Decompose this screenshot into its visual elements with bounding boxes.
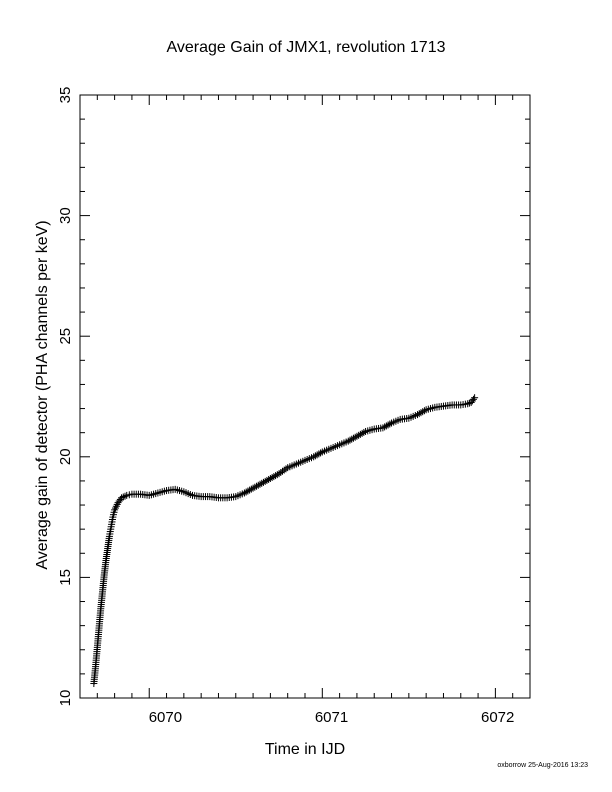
x-tick-label: 6072 <box>481 709 514 726</box>
data-point <box>360 428 368 436</box>
data-point <box>317 449 325 457</box>
y-tick-label: 25 <box>57 328 74 345</box>
y-tick-label: 30 <box>57 207 74 224</box>
x-tick-label: 6071 <box>315 709 348 726</box>
y-tick-label: 15 <box>57 569 74 586</box>
data-point <box>119 493 127 501</box>
plot-frame <box>79 94 531 699</box>
y-tick-labels: 10 15 20 25 30 35 <box>57 87 74 707</box>
data-point <box>420 407 428 415</box>
data-point <box>111 504 119 512</box>
y-tick-label: 10 <box>57 690 74 707</box>
chart-title: Average Gain of JMX1, revolution 1713 <box>167 39 446 56</box>
data-point <box>471 394 479 402</box>
data-point <box>464 400 472 408</box>
data-point <box>111 506 119 514</box>
x-tick-label: 6070 <box>149 709 182 726</box>
y-axis-label: Average gain of detector (PHA channels p… <box>34 220 51 569</box>
tick-marks <box>80 95 530 698</box>
credit-stamp: oxborrow 25-Aug-2016 13:23 <box>497 762 588 769</box>
x-axis-label: Time in IJD <box>265 741 345 758</box>
data-point <box>118 494 126 502</box>
y-tick-label: 35 <box>57 87 74 104</box>
data-point <box>386 420 394 428</box>
data-point <box>112 502 120 510</box>
data-point <box>469 395 477 403</box>
data-point <box>282 465 290 473</box>
y-tick-label: 20 <box>57 448 74 465</box>
x-tick-labels: 6070 6071 6072 <box>149 709 515 726</box>
data-points <box>90 394 479 688</box>
data-point <box>121 492 129 500</box>
